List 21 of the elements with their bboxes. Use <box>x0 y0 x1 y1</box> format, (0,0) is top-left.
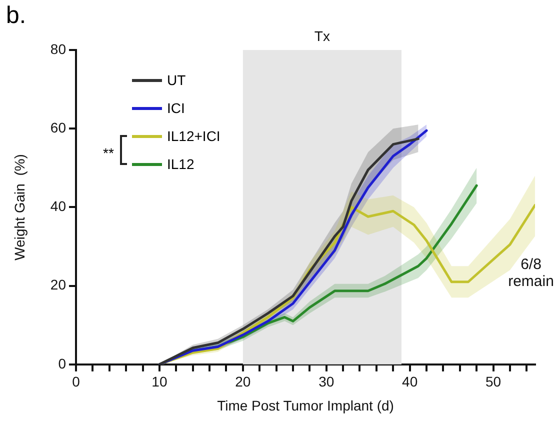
x-tick-label: 30 <box>318 374 334 390</box>
legend-label: ICI <box>167 100 185 116</box>
y-axis-title: Weight Gain (%) <box>11 154 28 260</box>
annotation: ** <box>103 145 114 161</box>
y-tick-label: 0 <box>58 355 66 372</box>
y-tick-label: 60 <box>50 119 66 136</box>
x-tick-label: 20 <box>235 374 251 390</box>
legend-label: IL12+ICI <box>167 128 220 144</box>
x-tick-label: 0 <box>72 374 80 390</box>
chart-title: b. <box>6 2 26 30</box>
x-tick-label: 10 <box>152 374 168 390</box>
y-tick-label: 40 <box>50 198 66 214</box>
y-tick-label: 80 <box>50 40 66 57</box>
x-tick-label: 40 <box>402 374 418 390</box>
x-tick-label: 50 <box>485 374 502 390</box>
band-label: Tx <box>314 28 330 44</box>
annotation: 6/8 remain <box>508 256 554 290</box>
legend-label: IL12 <box>167 156 194 172</box>
legend-label: UT <box>167 72 186 88</box>
x-axis-title: Time Post Tumor Implant (d) <box>217 397 394 414</box>
y-tick-label: 20 <box>50 276 66 293</box>
